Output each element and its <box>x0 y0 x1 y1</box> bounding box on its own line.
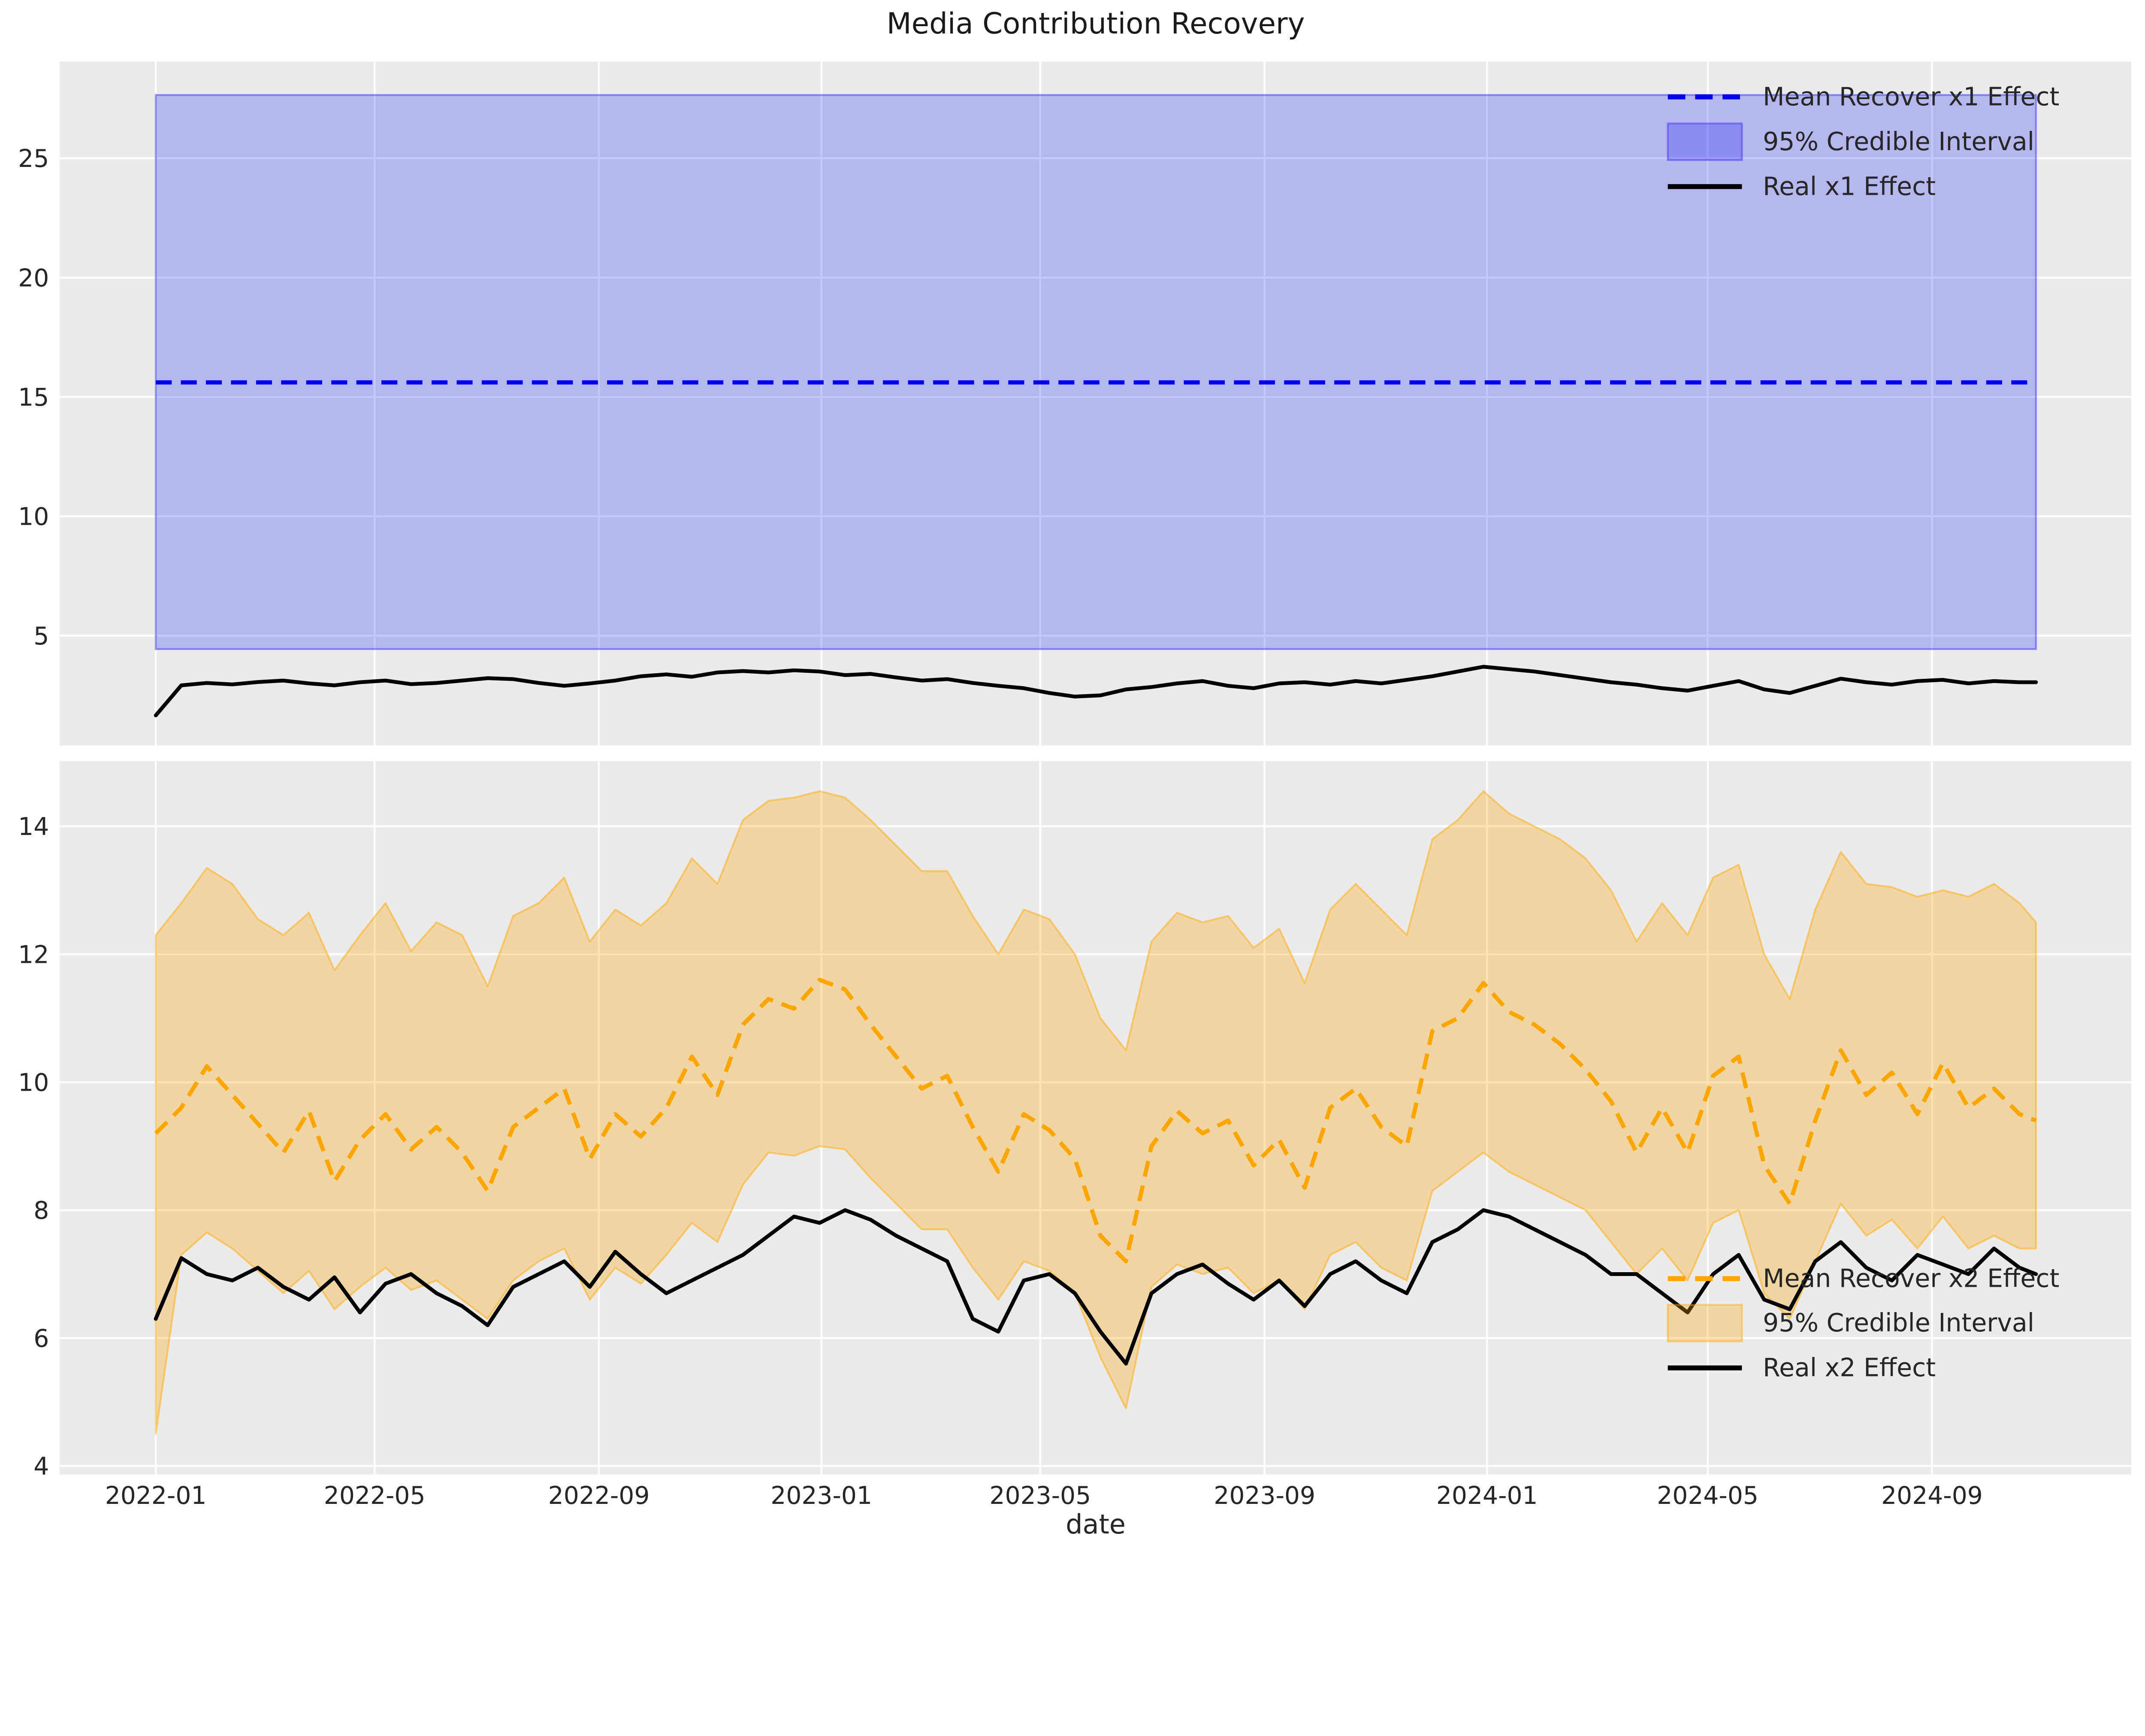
y-tick-label: 10 <box>18 1069 49 1097</box>
y-tick-label: 25 <box>18 145 49 173</box>
y-tick-label: 14 <box>18 813 49 841</box>
legend-label: Real x2 Effect <box>1763 1353 1936 1382</box>
legend-label: Mean Recover x2 Effect <box>1763 1264 2059 1293</box>
x-tick-label: 2022-09 <box>548 1482 650 1510</box>
real-effect-line <box>154 665 2038 717</box>
x-tick-label: 2022-01 <box>105 1482 207 1510</box>
real-effect-line <box>154 1208 2038 1366</box>
axes-background <box>60 61 2132 746</box>
x-tick-label: 2023-05 <box>989 1482 1091 1510</box>
legend-patch-handle <box>1667 122 1743 161</box>
y-tick-label: 5 <box>33 622 49 650</box>
x-tick-label: 2024-01 <box>1436 1482 1538 1510</box>
x-tick-label: 2024-09 <box>1881 1482 1983 1510</box>
x-tick-label: 2022-05 <box>324 1482 426 1510</box>
axes-background <box>60 761 2132 1475</box>
media-contribution-recovery-figure: 5 10 15 20 25 Mean Recover x1 Effect 95% Credi… <box>18 6 2132 1538</box>
x-tick-label: 2024-05 <box>1657 1482 1758 1510</box>
y-tick-label: 4 <box>33 1452 49 1481</box>
y-tick-label: 10 <box>18 503 49 531</box>
bottom-subplot: 4 6 8 10 12 14 2022-01 2022-05 2022-09 2023-01 202… <box>18 761 2132 1510</box>
legend-label: Real x1 Effect <box>1763 172 1936 201</box>
legend-patch-handle <box>1667 1304 1743 1343</box>
x-axis-label: date <box>1066 1509 1126 1537</box>
legend-label: 95% Credible Interval <box>1763 127 2034 156</box>
y-tick-label: 15 <box>18 384 49 412</box>
y-tick-label: 12 <box>18 941 49 969</box>
x-tick-label: 2023-01 <box>770 1482 872 1510</box>
credible-interval-band <box>154 790 2037 1435</box>
y-tick-label: 8 <box>33 1197 49 1225</box>
credible-interval-band <box>154 94 2037 650</box>
legend-label: Mean Recover x1 Effect <box>1763 82 2059 111</box>
x-tick-label: 2023-09 <box>1214 1482 1315 1510</box>
y-tick-label: 20 <box>18 264 49 292</box>
mean-recover-line <box>154 977 2037 1264</box>
y-tick-label: 6 <box>33 1325 49 1353</box>
chart-title: Media Contribution Recovery <box>887 7 1305 40</box>
top-subplot: 5 10 15 20 25 Mean Recover x1 Effect 95% Credi… <box>18 61 2132 746</box>
legend-label: 95% Credible Interval <box>1763 1308 2034 1337</box>
